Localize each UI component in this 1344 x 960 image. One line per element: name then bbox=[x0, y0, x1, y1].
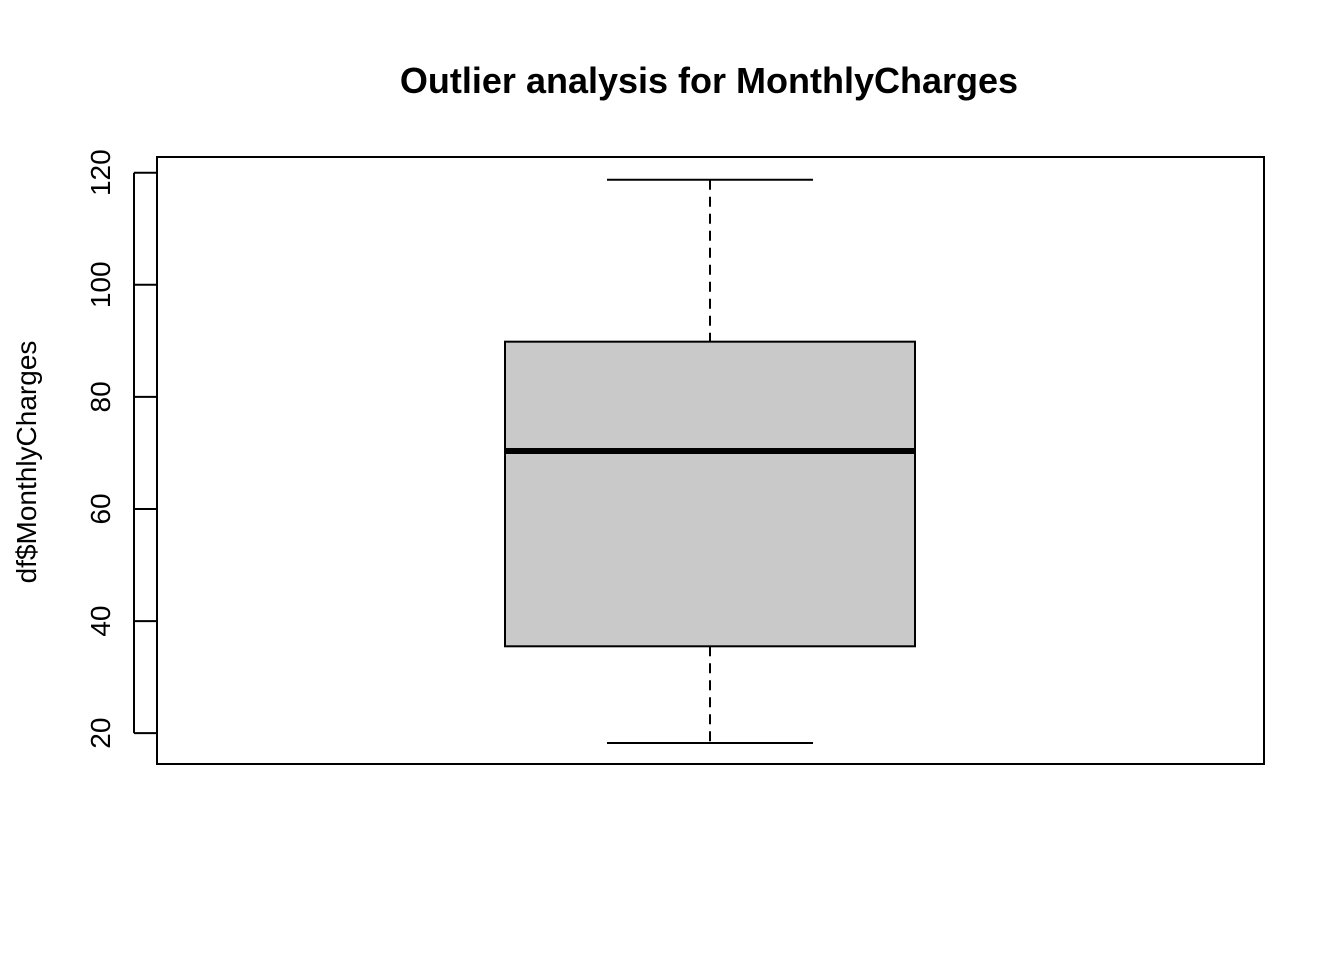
chart-title: Outlier analysis for MonthlyCharges bbox=[400, 60, 1018, 101]
iqr-box bbox=[504, 340, 916, 648]
y-tick-label: 40 bbox=[85, 605, 116, 636]
y-tick-label: 100 bbox=[85, 261, 116, 308]
box-group bbox=[504, 178, 916, 744]
y-axis: 20 40 60 80 100 120 bbox=[85, 149, 157, 749]
y-tick-label: 80 bbox=[85, 381, 116, 412]
y-tick-label: 120 bbox=[85, 149, 116, 196]
y-tick-label: 60 bbox=[85, 493, 116, 524]
y-axis-label: df$MonthlyCharges bbox=[11, 341, 42, 584]
plot-frame bbox=[156, 156, 1265, 765]
y-tick-label: 20 bbox=[85, 718, 116, 749]
